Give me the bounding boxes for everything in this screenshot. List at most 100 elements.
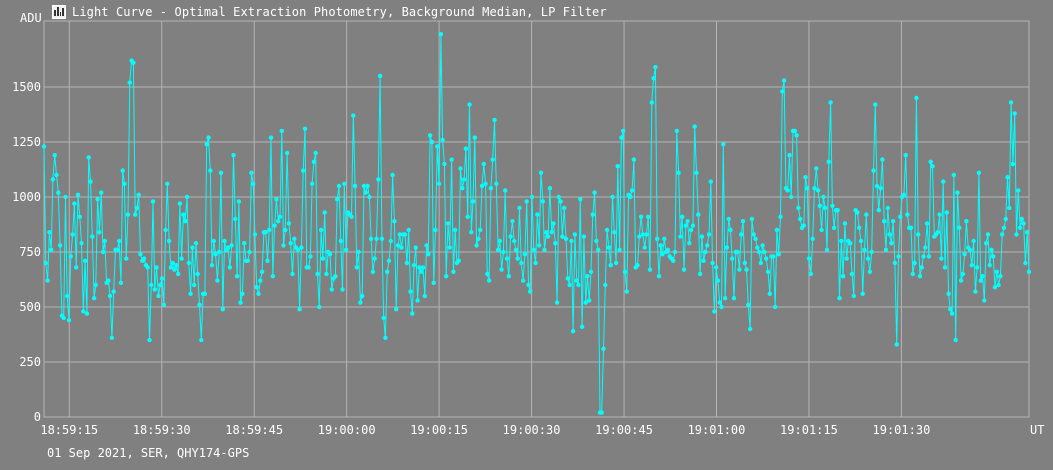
data-point bbox=[756, 249, 762, 255]
data-point bbox=[848, 241, 853, 246]
data-point bbox=[225, 245, 231, 250]
data-point bbox=[560, 234, 565, 239]
data-point bbox=[714, 265, 719, 270]
data-point bbox=[839, 238, 844, 244]
data-point bbox=[503, 188, 508, 193]
data-point bbox=[579, 324, 585, 329]
data-point bbox=[672, 249, 678, 255]
data-point bbox=[544, 230, 549, 235]
data-point bbox=[967, 247, 973, 252]
data-point bbox=[973, 289, 978, 294]
data-point bbox=[849, 271, 855, 277]
data-point bbox=[542, 247, 547, 252]
x-tick-label: 19:01:15 bbox=[780, 423, 838, 437]
data-point bbox=[256, 291, 261, 296]
data-point bbox=[840, 274, 846, 279]
data-point bbox=[120, 168, 125, 173]
light-curve-line bbox=[43, 34, 1030, 414]
data-point bbox=[1010, 161, 1016, 167]
data-point bbox=[894, 342, 899, 347]
data-point bbox=[186, 260, 191, 266]
data-point bbox=[377, 73, 383, 79]
data-point bbox=[329, 287, 334, 292]
data-point bbox=[215, 278, 220, 283]
data-point bbox=[928, 159, 933, 164]
data-point bbox=[251, 181, 256, 186]
data-point bbox=[855, 210, 860, 215]
data-point bbox=[286, 221, 292, 226]
data-point bbox=[238, 300, 243, 305]
data-point bbox=[74, 265, 79, 270]
data-point bbox=[172, 267, 177, 272]
data-point bbox=[1014, 232, 1019, 237]
data-point bbox=[170, 260, 175, 266]
data-point bbox=[292, 236, 297, 241]
data-point bbox=[68, 254, 74, 259]
data-point bbox=[276, 219, 281, 224]
data-point bbox=[141, 256, 147, 261]
x-tick-label: 19:01:00 bbox=[688, 423, 746, 437]
data-point bbox=[803, 175, 808, 180]
data-point bbox=[259, 269, 265, 274]
data-point bbox=[351, 113, 356, 118]
data-point bbox=[90, 234, 95, 239]
data-point bbox=[837, 296, 842, 301]
data-point bbox=[774, 227, 780, 233]
data-point bbox=[429, 139, 435, 145]
x-axis-label: UT bbox=[1030, 423, 1044, 437]
data-point bbox=[211, 238, 216, 244]
x-tick-label: 19:00:30 bbox=[503, 423, 561, 437]
data-point bbox=[486, 278, 492, 283]
data-point bbox=[644, 232, 649, 237]
data-point bbox=[801, 223, 806, 228]
data-point bbox=[45, 278, 50, 283]
data-point bbox=[603, 282, 608, 288]
data-point bbox=[54, 172, 59, 178]
data-point bbox=[545, 234, 551, 239]
data-point bbox=[106, 278, 111, 283]
data-point bbox=[944, 210, 949, 215]
data-point bbox=[812, 186, 817, 191]
data-point bbox=[47, 230, 52, 235]
data-point bbox=[370, 269, 376, 274]
light-curve-app-icon bbox=[52, 5, 66, 19]
data-point bbox=[410, 311, 415, 316]
data-point bbox=[363, 190, 368, 195]
data-point bbox=[553, 241, 558, 246]
data-point bbox=[229, 243, 234, 248]
data-point bbox=[252, 232, 258, 237]
data-point bbox=[987, 263, 992, 268]
data-point bbox=[885, 205, 890, 211]
data-point bbox=[272, 223, 277, 228]
data-point bbox=[869, 249, 874, 255]
data-point bbox=[306, 265, 311, 270]
data-point bbox=[338, 238, 343, 244]
data-point bbox=[451, 269, 456, 274]
data-point bbox=[638, 214, 644, 219]
data-point bbox=[758, 260, 764, 266]
data-point bbox=[361, 183, 367, 189]
data-point bbox=[494, 181, 499, 186]
data-point bbox=[658, 243, 663, 248]
data-point bbox=[719, 304, 724, 310]
data-point bbox=[308, 254, 313, 259]
data-point bbox=[481, 161, 486, 167]
data-point bbox=[996, 282, 1001, 288]
data-point bbox=[383, 335, 388, 340]
data-point bbox=[992, 285, 998, 290]
data-point bbox=[826, 159, 831, 164]
data-point bbox=[301, 168, 306, 173]
data-point bbox=[858, 238, 864, 244]
data-point bbox=[242, 241, 247, 246]
x-tick-label: 19:01:30 bbox=[873, 423, 931, 437]
data-point bbox=[184, 194, 190, 200]
data-point bbox=[72, 201, 77, 206]
plot-area bbox=[43, 20, 1030, 418]
data-point bbox=[512, 238, 517, 244]
data-point bbox=[982, 298, 987, 303]
data-point bbox=[165, 181, 170, 186]
data-point bbox=[479, 183, 485, 189]
data-point bbox=[433, 227, 438, 233]
data-point bbox=[490, 157, 495, 162]
data-point bbox=[823, 205, 828, 211]
